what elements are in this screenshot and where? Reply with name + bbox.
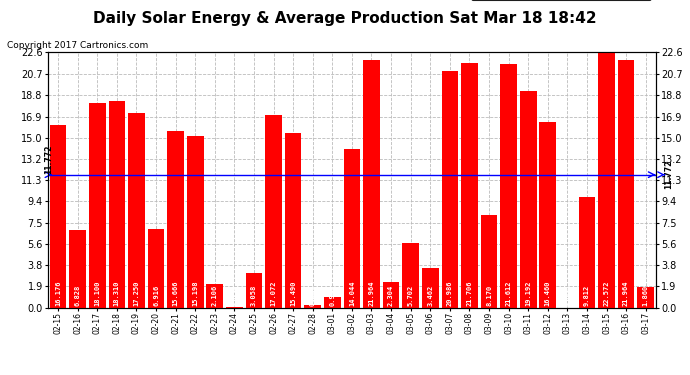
Text: 22.572: 22.572 bbox=[604, 280, 609, 306]
Text: 15.666: 15.666 bbox=[172, 280, 179, 306]
Text: 15.198: 15.198 bbox=[193, 280, 198, 306]
Text: 0.944: 0.944 bbox=[329, 285, 335, 306]
Bar bbox=[187, 136, 204, 308]
Text: 6.828: 6.828 bbox=[75, 285, 81, 306]
Text: 0.226: 0.226 bbox=[310, 285, 316, 306]
Text: 18.310: 18.310 bbox=[114, 280, 120, 306]
Bar bbox=[500, 64, 517, 308]
Bar bbox=[285, 133, 302, 308]
Text: Copyright 2017 Cartronics.com: Copyright 2017 Cartronics.com bbox=[7, 41, 148, 50]
Text: 2.304: 2.304 bbox=[388, 285, 394, 306]
Bar bbox=[167, 131, 184, 308]
Bar bbox=[246, 273, 262, 308]
Bar bbox=[598, 53, 615, 307]
Bar bbox=[148, 230, 164, 308]
Bar bbox=[638, 286, 654, 308]
Bar bbox=[540, 122, 556, 308]
Bar bbox=[481, 215, 497, 308]
Text: 9.812: 9.812 bbox=[584, 285, 590, 306]
Text: 0.000: 0.000 bbox=[564, 285, 571, 306]
Text: 8.170: 8.170 bbox=[486, 285, 492, 306]
Bar bbox=[442, 71, 458, 308]
Text: Daily Solar Energy & Average Production Sat Mar 18 18:42: Daily Solar Energy & Average Production … bbox=[93, 11, 597, 26]
Bar bbox=[579, 197, 595, 308]
Bar bbox=[402, 243, 419, 308]
Text: 5.702: 5.702 bbox=[408, 285, 414, 306]
Text: 17.250: 17.250 bbox=[133, 280, 139, 306]
Bar bbox=[50, 125, 66, 308]
Text: 16.176: 16.176 bbox=[55, 280, 61, 306]
Bar bbox=[324, 297, 341, 307]
Bar bbox=[520, 91, 537, 308]
Text: 18.100: 18.100 bbox=[95, 280, 100, 306]
Text: 21.706: 21.706 bbox=[466, 280, 473, 306]
Text: 3.462: 3.462 bbox=[427, 285, 433, 306]
Text: 19.192: 19.192 bbox=[525, 280, 531, 306]
Text: 21.612: 21.612 bbox=[506, 280, 511, 306]
Bar bbox=[265, 115, 282, 308]
Bar bbox=[206, 284, 223, 308]
Text: 15.490: 15.490 bbox=[290, 280, 296, 306]
Bar bbox=[461, 63, 477, 308]
Bar bbox=[422, 268, 439, 308]
Text: 20.986: 20.986 bbox=[447, 280, 453, 306]
Text: 11.772: 11.772 bbox=[664, 160, 673, 189]
Bar bbox=[344, 149, 360, 308]
Text: 3.058: 3.058 bbox=[251, 285, 257, 306]
Text: 21.964: 21.964 bbox=[623, 280, 629, 306]
Bar bbox=[304, 305, 321, 308]
Text: 1.860: 1.860 bbox=[642, 285, 649, 306]
Bar bbox=[383, 282, 400, 308]
Text: 14.044: 14.044 bbox=[349, 280, 355, 306]
Text: 16.460: 16.460 bbox=[545, 280, 551, 306]
Bar bbox=[108, 101, 125, 308]
Text: 17.072: 17.072 bbox=[270, 280, 277, 306]
Bar bbox=[89, 103, 106, 308]
Text: 2.106: 2.106 bbox=[212, 285, 218, 306]
Bar bbox=[363, 60, 380, 308]
Bar bbox=[226, 307, 243, 308]
Text: 6.916: 6.916 bbox=[153, 285, 159, 306]
Text: 0.054: 0.054 bbox=[231, 285, 237, 306]
Bar bbox=[128, 113, 145, 308]
Bar bbox=[618, 60, 634, 308]
Text: 21.964: 21.964 bbox=[368, 280, 375, 306]
Bar bbox=[70, 231, 86, 308]
Text: 11.772: 11.772 bbox=[44, 144, 53, 174]
